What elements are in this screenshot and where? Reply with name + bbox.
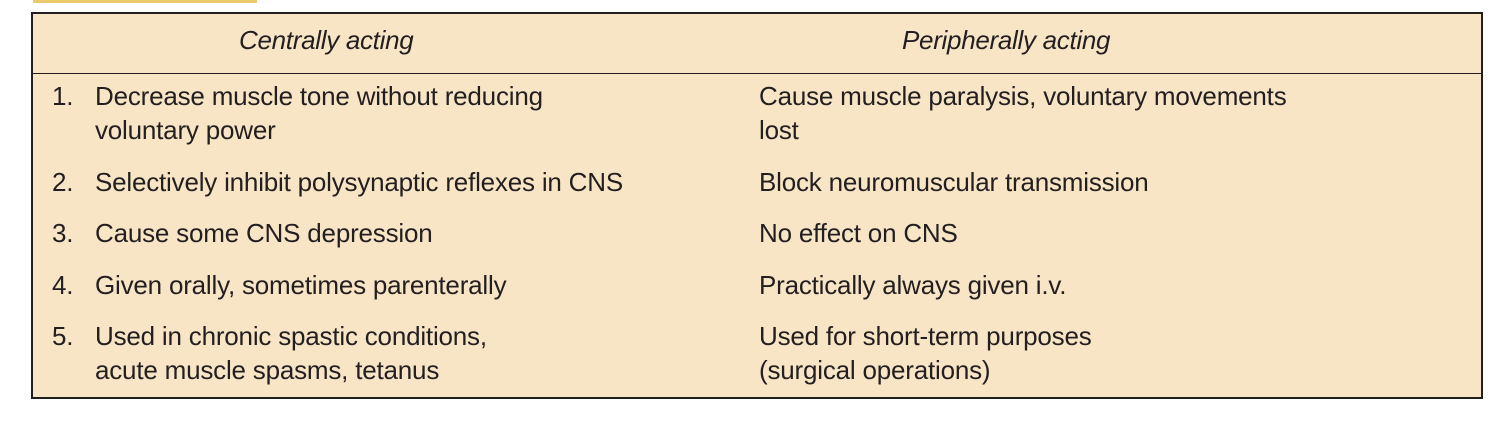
cell-line: Block neuromuscular transmission [759,167,1149,197]
row-number: 3. [52,218,74,248]
cell-line: voluntary power [95,115,276,145]
cell-line: lost [759,115,799,145]
row-number: 4. [52,270,74,300]
cell-line: Selectively inhibit polysynaptic reflexe… [95,167,623,197]
cell-line: Cause muscle paralysis, voluntary moveme… [759,81,1287,111]
cell-line: Decrease muscle tone without reducing [95,81,543,111]
peripherally-acting-cell: No effect on CNS [759,216,1459,250]
top-accent-strip [33,0,257,3]
cell-line: Used for short-term purposes [759,321,1092,351]
row-number: 1. [52,81,74,111]
centrally-acting-cell: Decrease muscle tone without reducing vo… [95,79,735,147]
column-header-peripherally-acting: Peripherally acting [902,25,1111,55]
centrally-acting-cell: Cause some CNS depression [95,216,735,250]
table-header-row: Centrally acting Peripherally acting [33,14,1481,74]
peripherally-acting-cell: Used for short-term purposes (surgical o… [759,319,1459,387]
cell-line: Used in chronic spastic conditions, [95,321,487,351]
cell-line: Given orally, sometimes parenterally [95,270,507,300]
peripherally-acting-cell: Block neuromuscular transmission [759,165,1459,199]
centrally-acting-cell: Used in chronic spastic conditions, acut… [95,319,735,387]
row-number: 2. [52,167,74,197]
cell-line: Cause some CNS depression [95,218,433,248]
centrally-acting-cell: Given orally, sometimes parenterally [95,268,735,302]
cell-line: Practically always given i.v. [759,270,1067,300]
cell-line: No effect on CNS [759,218,958,248]
row-number: 5. [52,321,74,351]
peripherally-acting-cell: Cause muscle paralysis, voluntary moveme… [759,79,1459,147]
comparison-table: Centrally acting Peripherally acting 1. … [31,12,1483,399]
peripherally-acting-cell: Practically always given i.v. [759,268,1459,302]
column-header-centrally-acting: Centrally acting [239,25,414,55]
cell-line: acute muscle spasms, tetanus [95,355,440,385]
cell-line: (surgical operations) [759,355,991,385]
centrally-acting-cell: Selectively inhibit polysynaptic reflexe… [95,165,735,199]
